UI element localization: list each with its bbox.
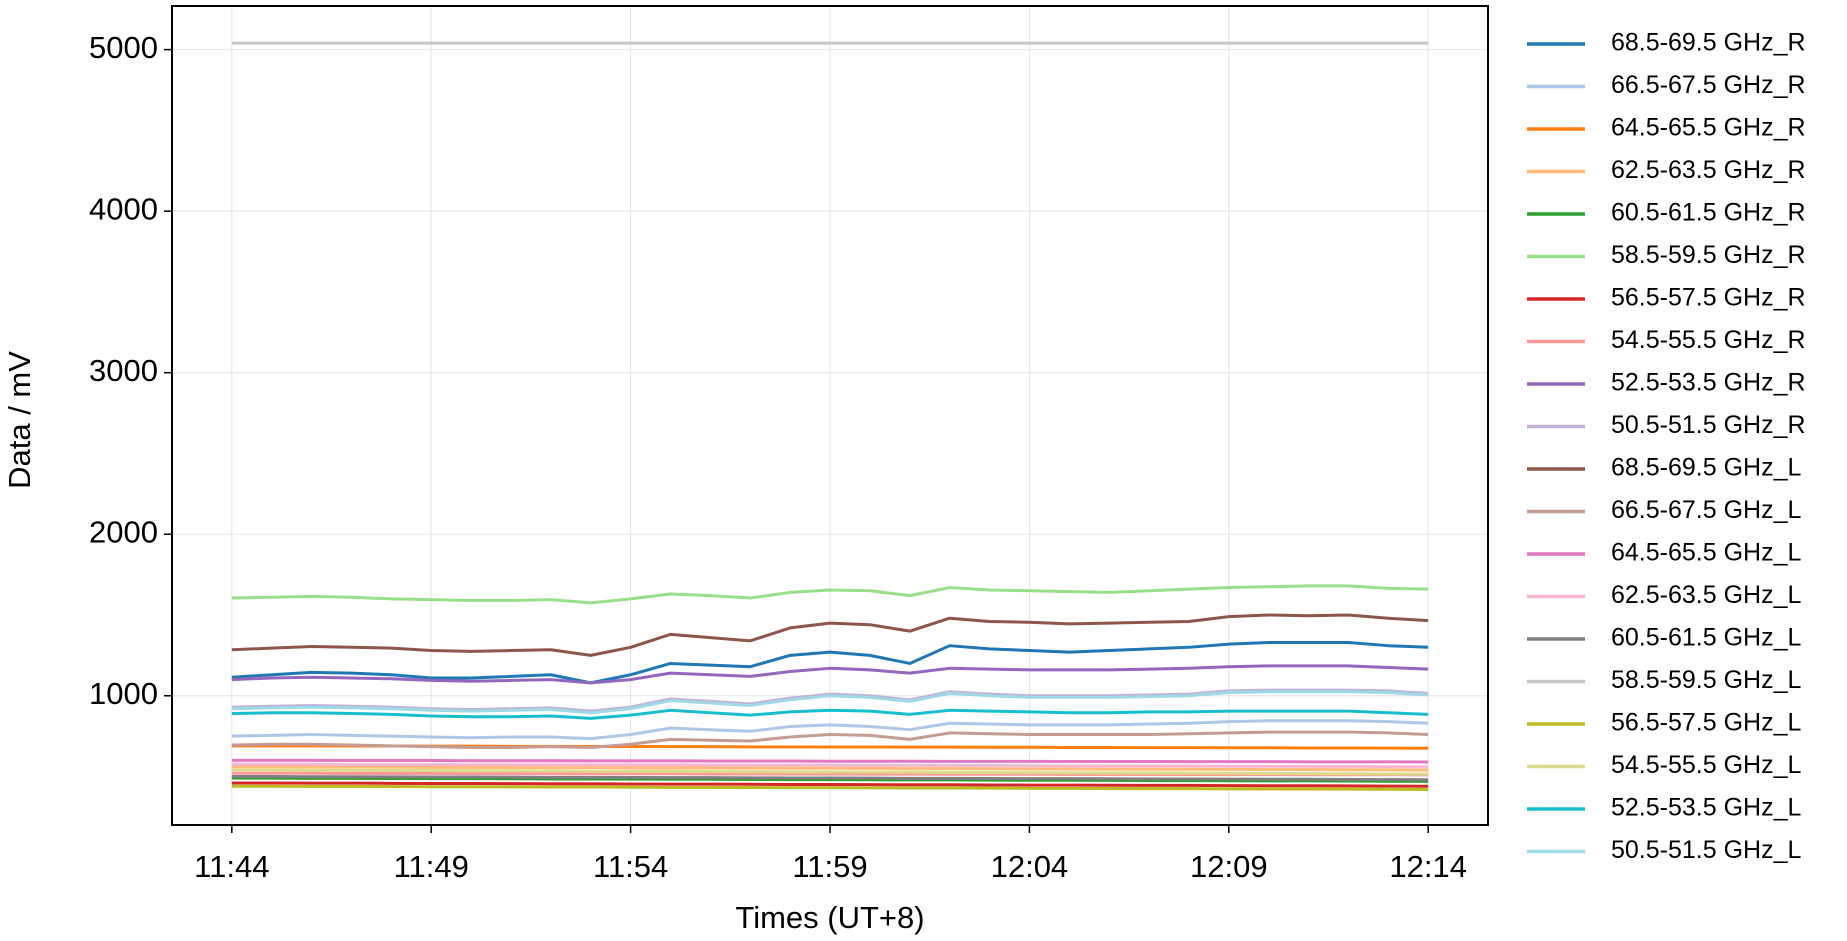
series-line — [231, 781, 1429, 788]
series-line — [231, 775, 1429, 782]
y-tick-label: 3000 — [89, 353, 158, 388]
legend-label: 56.5-57.5 GHz_L — [1611, 709, 1801, 737]
series-line — [231, 730, 1429, 749]
legend-label: 52.5-53.5 GHz_R — [1611, 369, 1806, 397]
series-line — [231, 719, 1429, 741]
series-line — [231, 640, 1429, 685]
y-tick-label: 4000 — [89, 191, 158, 226]
legend-label: 64.5-65.5 GHz_L — [1611, 539, 1801, 567]
x-axis-label: Times (UT+8) — [735, 900, 924, 935]
legend-label: 52.5-53.5 GHz_L — [1611, 794, 1801, 822]
legend-label: 60.5-61.5 GHz_L — [1611, 624, 1801, 652]
legend-label: 56.5-57.5 GHz_R — [1611, 284, 1806, 312]
legend-label: 64.5-65.5 GHz_R — [1611, 114, 1806, 142]
legend-label: 66.5-67.5 GHz_R — [1611, 71, 1806, 99]
series-line — [231, 690, 1429, 715]
x-tick-label: 11:59 — [792, 849, 867, 884]
y-tick-label: 5000 — [89, 30, 158, 65]
series-line — [231, 708, 1429, 720]
x-tick-label: 12:04 — [991, 849, 1069, 884]
legend-label: 58.5-59.5 GHz_R — [1611, 241, 1806, 269]
series-line — [231, 776, 1429, 783]
x-tick-label: 11:54 — [593, 849, 668, 884]
series-line — [231, 688, 1429, 713]
series-line — [231, 758, 1429, 764]
x-tick-label: 12:14 — [1389, 849, 1467, 884]
plot-frame — [171, 5, 1489, 826]
series-line — [231, 765, 1429, 772]
x-tick-label: 11:49 — [394, 849, 469, 884]
legend-label: 50.5-51.5 GHz_L — [1611, 836, 1801, 864]
series-line — [231, 768, 1429, 776]
series-line — [231, 664, 1429, 685]
series-line — [231, 584, 1429, 605]
x-tick-label: 12:09 — [1190, 849, 1268, 884]
series-line — [231, 762, 1429, 769]
legend-label: 68.5-69.5 GHz_L — [1611, 454, 1801, 482]
x-tick-label: 11:44 — [194, 849, 269, 884]
series-line — [231, 613, 1429, 657]
legend-label: 62.5-63.5 GHz_L — [1611, 581, 1801, 609]
legend-label: 54.5-55.5 GHz_L — [1611, 751, 1801, 779]
legend-label: 58.5-59.5 GHz_L — [1611, 666, 1801, 694]
y-tick-label: 1000 — [89, 676, 158, 711]
legend-label: 62.5-63.5 GHz_R — [1611, 156, 1806, 184]
legend-label: 54.5-55.5 GHz_R — [1611, 326, 1806, 354]
legend-label: 66.5-67.5 GHz_L — [1611, 496, 1801, 524]
legend-label: 50.5-51.5 GHz_R — [1611, 411, 1806, 439]
series-line — [231, 784, 1429, 791]
legend-label: 68.5-69.5 GHz_R — [1611, 29, 1806, 57]
y-tick-label: 2000 — [89, 514, 158, 549]
y-axis-label: Data / mV — [2, 351, 37, 489]
legend-label: 60.5-61.5 GHz_R — [1611, 199, 1806, 227]
